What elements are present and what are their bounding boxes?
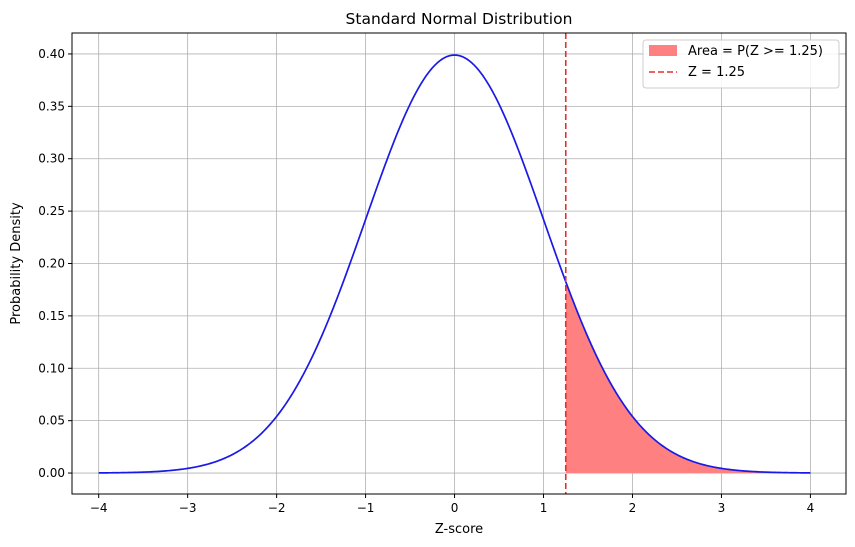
y-tick-label: 0.20 — [38, 257, 65, 271]
legend-swatch-area — [649, 45, 677, 56]
x-tick-label: 3 — [718, 501, 726, 515]
y-tick-label: 0.35 — [38, 99, 65, 113]
y-tick-label: 0.30 — [38, 152, 65, 166]
x-axis-title: Z-score — [435, 522, 483, 537]
x-tick-label: −1 — [357, 501, 375, 515]
x-tick-label: −2 — [268, 501, 286, 515]
x-tick-label: 2 — [629, 501, 637, 515]
legend-box — [642, 39, 840, 89]
x-tick-label: 0 — [451, 501, 459, 515]
shaded-area — [565, 281, 811, 474]
y-axis-title: Probability Density — [9, 202, 24, 325]
x-tick-label: 1 — [540, 501, 548, 515]
legend-label-vline: Z = 1.25 — [688, 65, 745, 80]
legend: Area = P(Z >= 1.25) Z = 1.25 — [642, 39, 840, 89]
legend-label-area: Area = P(Z >= 1.25) — [688, 44, 823, 59]
grid — [72, 33, 846, 494]
y-tick-label: 0.40 — [38, 47, 65, 61]
x-tick-label: 4 — [807, 501, 815, 515]
y-tick-label: 0.25 — [38, 204, 65, 218]
y-tick-label: 0.00 — [38, 466, 65, 480]
y-tick-label: 0.10 — [38, 361, 65, 375]
chart-title: Standard Normal Distribution — [346, 10, 573, 28]
ticks-layer: −4 −3 −2 −1 0 1 2 3 4 0.00 0.05 0.10 0.15 0.20 0.25 0.3… — [38, 47, 814, 515]
x-tick-label: −3 — [179, 501, 197, 515]
x-tick-label: −4 — [90, 501, 108, 515]
y-tick-label: 0.05 — [38, 414, 65, 428]
shaded-area-layer — [565, 281, 811, 474]
line-layer — [98, 54, 811, 474]
density-curve — [98, 54, 811, 474]
y-tick-label: 0.15 — [38, 309, 65, 323]
